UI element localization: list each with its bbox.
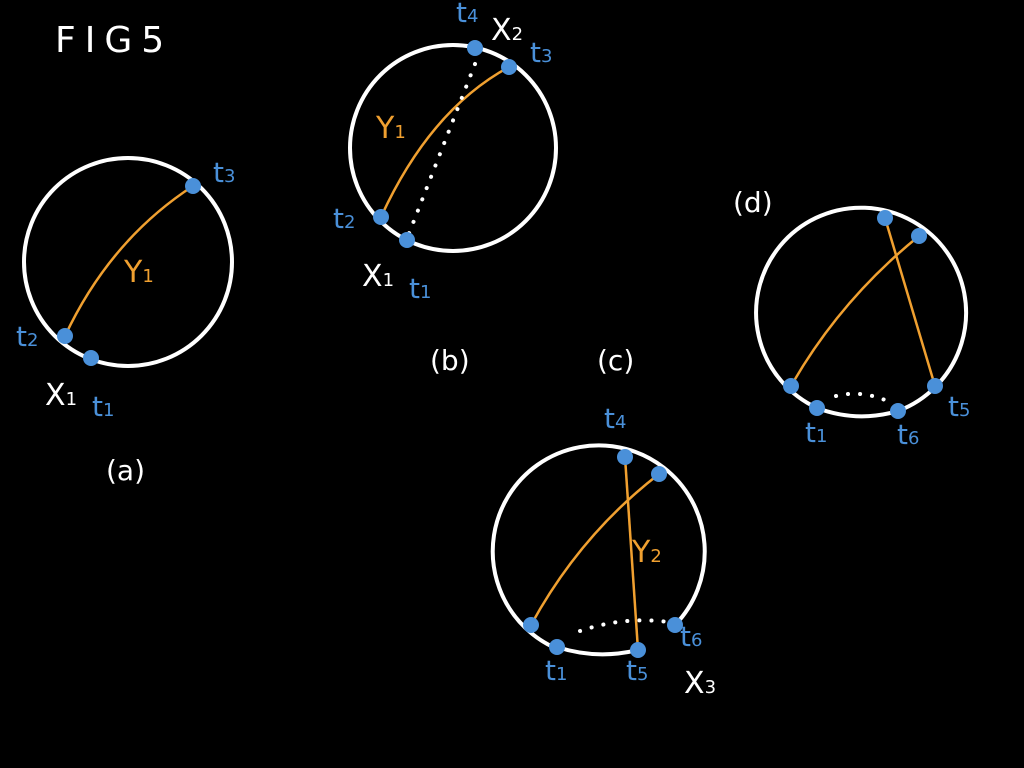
- panel-c-curve-y2: [623, 456, 640, 651]
- panel-c-label-y2: Y2: [631, 535, 662, 570]
- panel-c-label-t5: t5: [626, 654, 648, 687]
- panel-b-label-x2: X2: [491, 13, 523, 48]
- figure-title: FIG5: [55, 20, 173, 61]
- panel-a-label-t2: t2: [16, 320, 38, 353]
- panel-a-label-t1: t1: [92, 390, 114, 423]
- panel-c-point-t3: [651, 466, 667, 482]
- panel-d-label-t1: t1: [805, 416, 827, 449]
- panel-c-dotted-path: [578, 618, 682, 633]
- panel-c-label-t1: t1: [545, 654, 567, 687]
- panel-d-point-top-left: [877, 210, 893, 226]
- panel-c-bottom-arc: [556, 645, 639, 657]
- panel-b-label-t4: t4: [456, 0, 478, 29]
- panel-c-point-t1: [549, 639, 565, 655]
- panel-d-bottom-arc: [816, 406, 899, 419]
- panel-d-curve-1: [789, 235, 920, 387]
- panel-c-point-t4: [617, 449, 633, 465]
- panel-b-label-t3: t3: [530, 36, 552, 69]
- panel-d-circle-arc: [754, 205, 969, 413]
- panel-c-point-t6: [667, 617, 683, 633]
- panel-b-label-t1: t1: [409, 272, 431, 305]
- panel-b-point-t4: [467, 40, 483, 56]
- panel-b-circle: [348, 43, 558, 253]
- panel-a-point-t1: [83, 350, 99, 366]
- panel-c-label-x3: X3: [684, 666, 716, 701]
- panel-d-point-t6: [890, 403, 906, 419]
- panel-a-caption: (a): [106, 454, 145, 487]
- panel-d-dotted-path: [834, 391, 887, 402]
- panel-b: t4 X2 t3 Y1 t2 X1 t1 (b): [333, 0, 558, 377]
- panel-a-curve-y1: [63, 184, 194, 337]
- panel-d-curve-2: [883, 217, 937, 387]
- panel-b-point-t1: [399, 232, 415, 248]
- panel-d-label-t5: t5: [948, 390, 970, 423]
- panel-d-caption: (d): [733, 186, 773, 219]
- panel-a-label-x1: X1: [45, 378, 77, 413]
- panel-c-point-t2: [523, 617, 539, 633]
- panel-a-label-y1: Y1: [123, 255, 154, 290]
- panel-b-label-t2: t2: [333, 202, 355, 235]
- panel-c-caption: (c): [597, 344, 634, 377]
- panel-b-point-t3: [501, 59, 517, 75]
- panel-c-label-t6: t6: [680, 620, 702, 653]
- panel-b-label-y1: Y1: [375, 111, 406, 146]
- panel-d-point-t1: [809, 400, 825, 416]
- panel-a-point-t3: [185, 178, 201, 194]
- panel-a: t3 Y1 t2 X1 t1 (a): [16, 156, 235, 487]
- panel-a-label-t3: t3: [213, 156, 235, 189]
- panel-d-point-t5: [927, 378, 943, 394]
- panel-c-curve-y1: [529, 473, 660, 626]
- panel-c: t4 Y2 t6 t1 t5 X3: [490, 402, 716, 701]
- panel-d: (d) t1 t6 t5: [733, 186, 970, 451]
- panel-c-circle-arc: [490, 443, 707, 649]
- panel-a-point-t2: [57, 328, 73, 344]
- panel-c-point-t5: [630, 642, 646, 658]
- panel-c-label-t4: t4: [604, 402, 626, 435]
- panel-b-label-x1: X1: [362, 259, 394, 294]
- panel-b-caption: (b): [430, 344, 470, 377]
- panel-d-label-t6: t6: [897, 418, 919, 451]
- panel-b-curve-y1: [379, 65, 510, 218]
- panel-d-point-left: [783, 378, 799, 394]
- panel-d-point-top-right: [911, 228, 927, 244]
- panel-a-circle: [22, 156, 234, 368]
- panel-b-point-t2: [373, 209, 389, 225]
